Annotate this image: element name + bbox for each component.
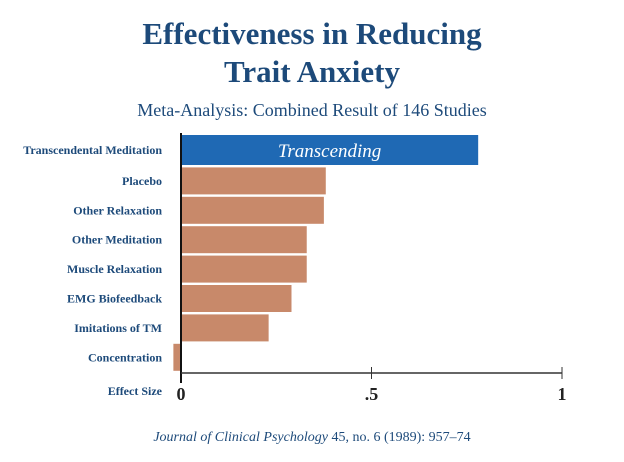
category-label-other-meditation: Other Meditation	[72, 233, 162, 247]
citation: Journal of Clinical Psychology 45, no. 6…	[0, 430, 624, 446]
chart-title-line-1: Effectiveness in Reducing	[142, 16, 482, 51]
category-label-transcendental-meditation: Transcendental Meditation	[23, 143, 162, 157]
category-label-emg-biofeedback: EMG Biofeedback	[67, 292, 162, 306]
chart-title-line-2: Trait Anxiety	[224, 54, 400, 89]
category-label-concentration: Concentration	[88, 350, 162, 364]
bar-other-meditation	[181, 226, 307, 254]
citation-details: 45, no. 6 (1989): 957–74	[327, 430, 471, 445]
chart-subtitle: Meta-Analysis: Combined Result of 146 St…	[137, 100, 487, 120]
bar-muscle-relaxation	[181, 255, 307, 283]
category-label-muscle-relaxation: Muscle Relaxation	[67, 262, 162, 276]
x-tick-label: 0	[177, 384, 186, 404]
bar-other-relaxation	[181, 196, 324, 224]
x-tick-label: 1	[558, 384, 567, 404]
bar-imitations-of-tm	[181, 314, 269, 342]
bar-emg-biofeedback	[181, 285, 292, 312]
bar-annotation: Transcending	[278, 141, 381, 162]
x-axis-label: Effect Size	[108, 384, 163, 398]
x-tick-label: .5	[365, 384, 379, 404]
citation-journal: Journal of Clinical Psychology	[153, 430, 328, 445]
category-label-placebo: Placebo	[122, 174, 162, 188]
bar-concentration	[173, 343, 181, 371]
bar-transcendental-meditation	[181, 135, 479, 165]
category-label-other-relaxation: Other Relaxation	[73, 203, 162, 217]
category-label-imitations-of-tm: Imitations of TM	[74, 321, 162, 335]
bar-placebo	[181, 167, 326, 195]
